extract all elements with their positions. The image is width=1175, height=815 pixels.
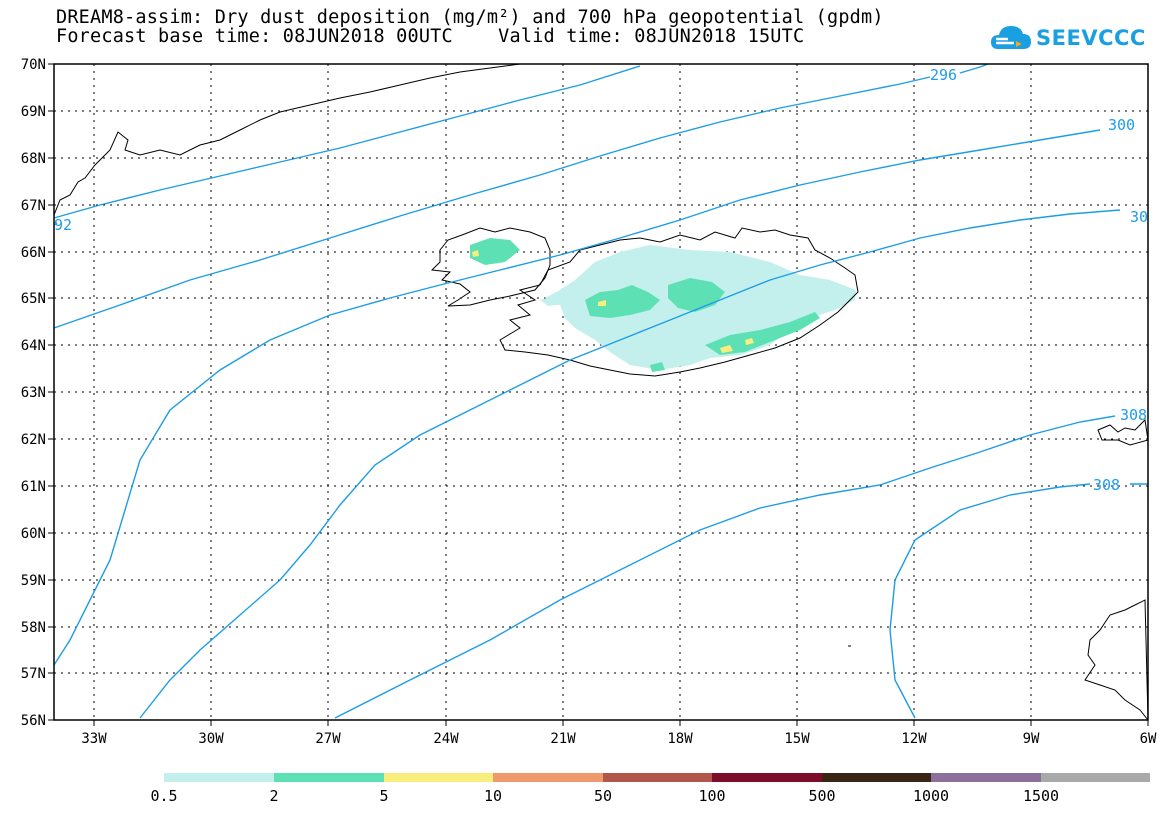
longitude-labels: 33W 30W 27W 24W 21W 18W 15W 12W 9W 6W bbox=[81, 731, 1157, 747]
lon-label: 24W bbox=[433, 731, 459, 747]
lat-label: 58N bbox=[21, 620, 46, 636]
geopotential-contours bbox=[54, 64, 1148, 718]
colorbar-label: 2 bbox=[269, 787, 278, 805]
lat-label: 63N bbox=[21, 385, 46, 401]
colorbar-swatch bbox=[384, 773, 493, 782]
lon-label: 27W bbox=[315, 731, 341, 747]
lat-label: 57N bbox=[21, 666, 46, 682]
colorbar-label: 1000 bbox=[913, 787, 949, 805]
colorbar-swatch bbox=[822, 773, 931, 782]
colorbar-swatch bbox=[712, 773, 822, 782]
lat-label: 68N bbox=[21, 151, 46, 167]
lat-label: 66N bbox=[21, 245, 46, 261]
colorbar-label: 5 bbox=[379, 787, 388, 805]
lat-label: 64N bbox=[21, 338, 46, 354]
lat-label: 70N bbox=[21, 57, 46, 73]
axis-ticks bbox=[48, 64, 1148, 726]
lon-label: 9W bbox=[1023, 731, 1040, 747]
contour-label: 30 bbox=[1130, 208, 1148, 226]
scotland-coastline bbox=[1085, 600, 1148, 720]
lat-label: 69N bbox=[21, 104, 46, 120]
colorbar-label: 100 bbox=[698, 787, 725, 805]
colorbar-label: 10 bbox=[484, 787, 502, 805]
contour-label: 300 bbox=[1108, 116, 1135, 134]
colorbar-swatch bbox=[274, 773, 384, 782]
lat-label: 67N bbox=[21, 198, 46, 214]
lon-label: 6W bbox=[1140, 731, 1157, 747]
colorbar bbox=[164, 773, 1150, 782]
latitude-labels: 70N 69N 68N 67N 66N 65N 64N 63N 62N 61N … bbox=[21, 57, 46, 729]
colorbar-swatch bbox=[493, 773, 603, 782]
colorbar-swatch bbox=[164, 773, 274, 782]
contour-label: 92 bbox=[54, 216, 72, 234]
lon-label: 15W bbox=[784, 731, 810, 747]
lon-label: 30W bbox=[198, 731, 224, 747]
colorbar-swatch bbox=[931, 773, 1041, 782]
lon-label: 33W bbox=[81, 731, 107, 747]
colorbar-swatch bbox=[603, 773, 712, 782]
contour-label: 296 bbox=[930, 66, 957, 84]
contour-label: 308 bbox=[1120, 406, 1147, 424]
colorbar-label: 50 bbox=[594, 787, 612, 805]
colorbar-label: 500 bbox=[808, 787, 835, 805]
colorbar-labels: 0.5 2 5 10 50 100 500 1000 1500 bbox=[150, 787, 1059, 805]
lat-label: 60N bbox=[21, 526, 46, 542]
greenland-coastline bbox=[54, 64, 520, 215]
lon-label: 18W bbox=[667, 731, 693, 747]
lon-label: 21W bbox=[550, 731, 576, 747]
lat-label: 56N bbox=[21, 713, 46, 729]
graticule bbox=[54, 64, 1148, 720]
lat-label: 61N bbox=[21, 479, 46, 495]
colorbar-label: 1500 bbox=[1023, 787, 1059, 805]
colorbar-label: 0.5 bbox=[150, 787, 177, 805]
lon-label: 12W bbox=[901, 731, 927, 747]
contour-label: 308 bbox=[1093, 476, 1120, 494]
colorbar-swatch bbox=[1041, 773, 1150, 782]
lat-label: 62N bbox=[21, 432, 46, 448]
lat-label: 65N bbox=[21, 291, 46, 307]
lat-label: 59N bbox=[21, 573, 46, 589]
